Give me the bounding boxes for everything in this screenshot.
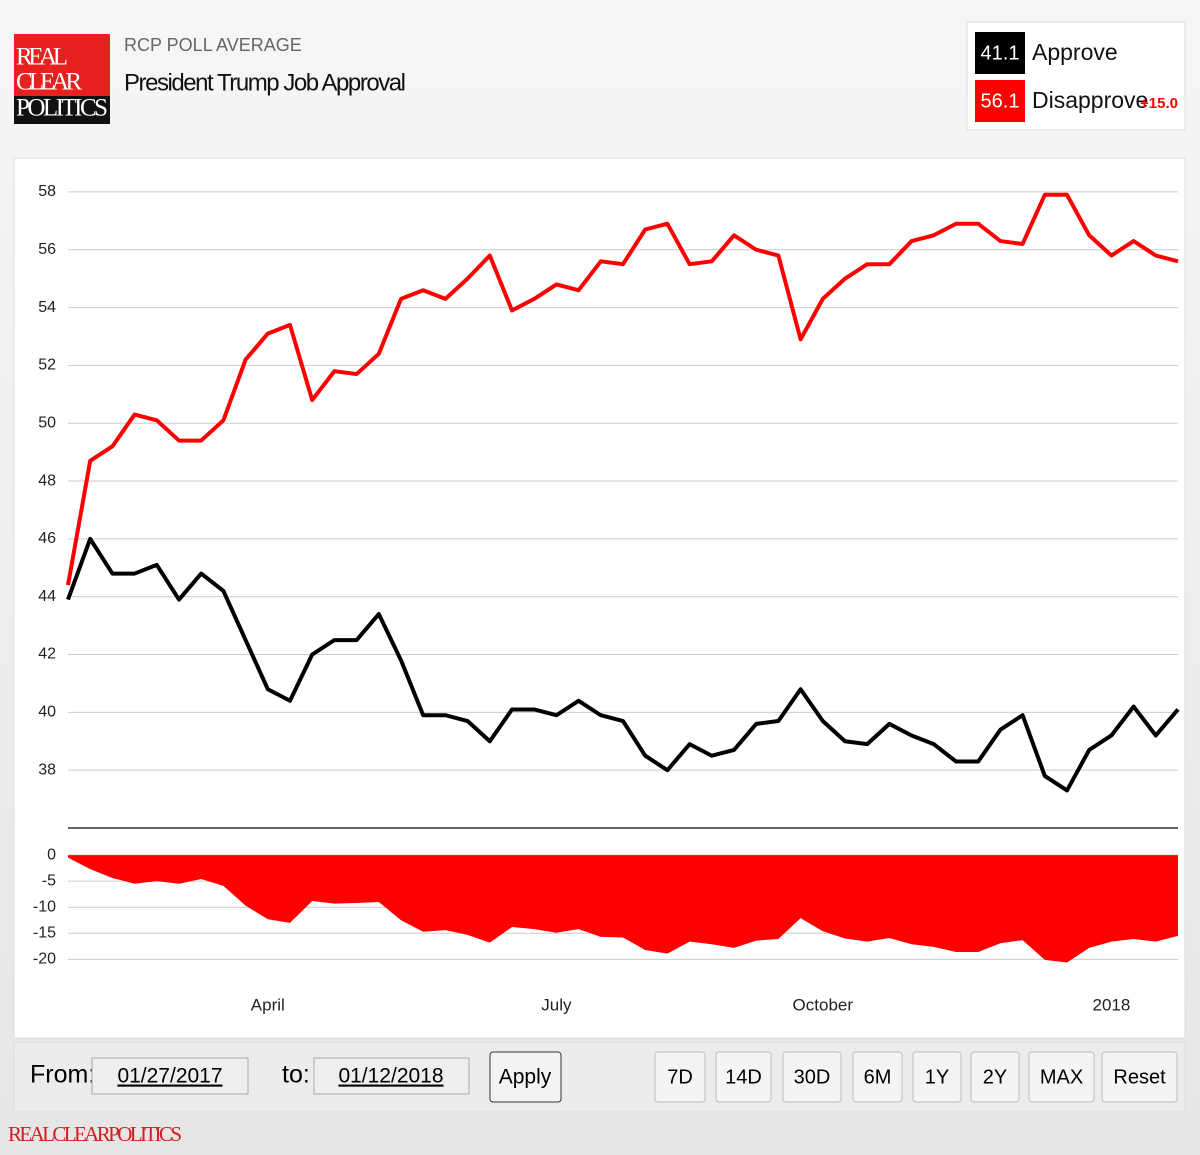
- apply-label[interactable]: Apply: [499, 1066, 552, 1089]
- logo-text: CLEAR: [16, 69, 82, 96]
- logo-text: POLITICS: [16, 95, 108, 122]
- y-tick-label: 40: [38, 704, 56, 721]
- range-button[interactable]: [782, 1051, 842, 1103]
- legend-swatch: [975, 32, 1025, 74]
- range-label[interactable]: 14D: [725, 1066, 762, 1088]
- y-tick-label: 38: [38, 761, 56, 778]
- y-tick-label: 42: [38, 646, 56, 663]
- legend-swatch: [975, 80, 1025, 122]
- y-tick-label: -20: [33, 951, 56, 968]
- kicker: RCP POLL AVERAGE: [124, 35, 302, 55]
- range-buttons: 7D 14D 30D 6M 1Y 2Y MAX Reset: [654, 1051, 1178, 1103]
- range-button[interactable]: [715, 1051, 772, 1103]
- footer: REALCLEARPOLITICS: [8, 1122, 182, 1146]
- spread-label: +15.0: [1140, 95, 1178, 112]
- to-label: to:: [282, 1061, 310, 1089]
- y-tick-label: 50: [38, 414, 56, 431]
- legend-label: Approve: [1032, 39, 1118, 65]
- to-value[interactable]: 01/12/2018: [338, 1065, 443, 1088]
- range-button[interactable]: [912, 1051, 962, 1103]
- y-tick-label: -5: [42, 872, 56, 889]
- y-tick-label: -10: [33, 898, 56, 915]
- chart-title: President Trump Job Approval: [124, 69, 406, 96]
- y-tick-label: 48: [38, 472, 56, 489]
- logo-band: [14, 96, 110, 124]
- range-button[interactable]: [654, 1051, 706, 1103]
- x-tick-label: April: [251, 995, 285, 1014]
- y-tick-label: -15: [33, 925, 56, 942]
- line: [66, 536, 1180, 793]
- line: [66, 192, 1179, 586]
- legend: 41.1 Approve 56.1 Disapprove+15.0: [975, 32, 1178, 122]
- x-tick-label: 2018: [1092, 995, 1130, 1014]
- y-tick-label: 46: [38, 530, 56, 547]
- y-tick-label: 52: [38, 357, 56, 374]
- range-button[interactable]: [1028, 1051, 1095, 1103]
- range-label[interactable]: 1Y: [925, 1066, 949, 1088]
- x-tick-label: October: [793, 995, 854, 1014]
- range-button[interactable]: [852, 1051, 903, 1103]
- range-label[interactable]: 7D: [667, 1066, 693, 1088]
- y-tick-label: 58: [38, 183, 56, 200]
- plot: 38 40 42 44 46 48 50 52 54 56 58 0 -5 -10 -15 -20 April J…: [33, 183, 1180, 1014]
- legend-label: Disapprove: [1032, 87, 1148, 113]
- range-label[interactable]: Reset: [1113, 1066, 1166, 1088]
- apply-button[interactable]: [489, 1051, 562, 1103]
- legend-value: 41.1: [981, 42, 1020, 64]
- y-tick-label: 54: [38, 299, 56, 316]
- y-tick-label: 0: [47, 846, 56, 863]
- logo-text: REAL: [16, 44, 68, 71]
- range-button[interactable]: [970, 1051, 1020, 1103]
- from-input[interactable]: [91, 1057, 249, 1095]
- from-value[interactable]: 01/27/2017: [117, 1065, 222, 1088]
- area: [68, 855, 1178, 963]
- to-input[interactable]: [313, 1057, 470, 1095]
- x-tick-label: July: [541, 995, 572, 1014]
- y-tick-label: 44: [38, 588, 56, 605]
- range-label[interactable]: 6M: [864, 1066, 892, 1088]
- legend-value: 56.1: [981, 90, 1020, 112]
- range-label[interactable]: MAX: [1040, 1066, 1083, 1088]
- range-label[interactable]: 2Y: [983, 1066, 1007, 1088]
- from-label: From:: [30, 1061, 95, 1089]
- range-label[interactable]: 30D: [794, 1066, 831, 1088]
- y-tick-label: 56: [38, 241, 56, 258]
- range-button[interactable]: [1101, 1051, 1178, 1103]
